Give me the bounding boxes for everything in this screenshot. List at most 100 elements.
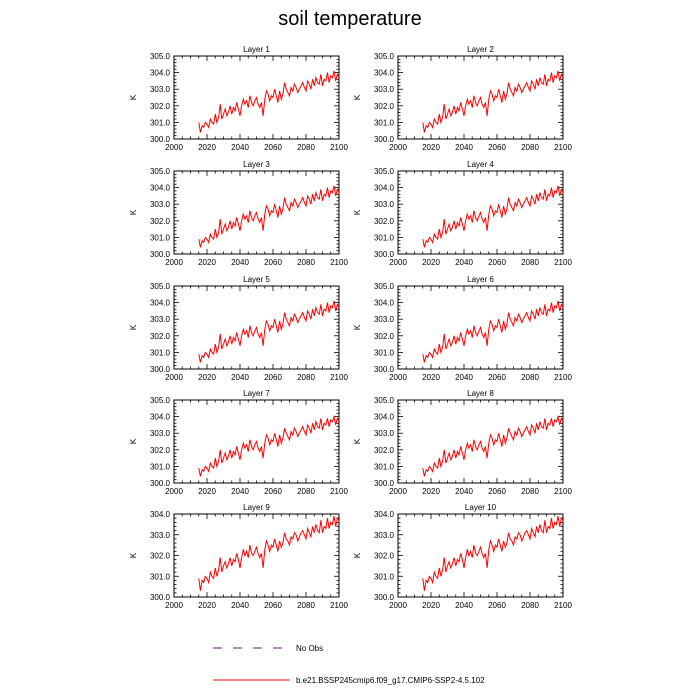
x-tick-label: 2000 — [389, 143, 407, 152]
x-tick-label: 2040 — [455, 258, 473, 267]
y-tick-label: 302.0 — [374, 552, 395, 561]
panel-7: Layer 7 2000 2020 2040 2060 2080 2100 300.0 301.… — [129, 389, 348, 496]
x-tick-label: 2040 — [231, 601, 249, 610]
x-tick-label: 2000 — [389, 373, 407, 382]
y-tick-label: 300.0 — [150, 250, 171, 259]
x-tick-label: 2000 — [165, 373, 183, 382]
y-tick-label: 302.0 — [150, 332, 171, 341]
x-tick-label: 2080 — [521, 258, 539, 267]
y-tick-label: 303.0 — [374, 531, 395, 540]
series-line — [198, 414, 340, 477]
panel-title: Layer 6 — [467, 275, 494, 284]
y-tick-label: 300.0 — [374, 135, 395, 144]
y-tick-label: 304.0 — [150, 69, 171, 78]
x-tick-label: 2080 — [521, 601, 539, 610]
x-tick-label: 2080 — [521, 373, 539, 382]
y-tick-label: 303.0 — [374, 200, 395, 209]
y-tick-label: 302.0 — [374, 332, 395, 341]
panel-3: Layer 3 2000 2020 2040 2060 2080 2100 300.0 301.… — [129, 160, 348, 267]
y-tick-label: 302.0 — [150, 102, 171, 111]
panel-6: Layer 6 2000 2020 2040 2060 2080 2100 300.0 301.… — [353, 275, 572, 382]
series-line — [198, 516, 340, 591]
x-tick-label: 2100 — [554, 487, 572, 496]
y-tick-label: 300.0 — [374, 250, 395, 259]
x-tick-label: 2040 — [231, 143, 249, 152]
y-tick-label: 300.0 — [374, 593, 395, 602]
y-tick-label: 303.0 — [374, 315, 395, 324]
y-tick-label: 300.0 — [374, 365, 395, 374]
x-tick-label: 2020 — [422, 373, 440, 382]
panel-4: Layer 4 2000 2020 2040 2060 2080 2100 300.0 301.… — [353, 160, 572, 267]
y-axis-label: K — [353, 324, 362, 330]
y-tick-label: 301.0 — [150, 233, 171, 242]
y-tick-label: 304.0 — [150, 299, 171, 308]
x-tick-label: 2000 — [389, 487, 407, 496]
y-tick-label: 304.0 — [374, 413, 395, 422]
x-tick-label: 2060 — [488, 143, 506, 152]
y-tick-label: 300.0 — [150, 479, 171, 488]
y-tick-label: 301.0 — [374, 118, 395, 127]
x-tick-label: 2040 — [455, 487, 473, 496]
panel-title: Layer 5 — [243, 275, 270, 284]
y-tick-label: 301.0 — [374, 233, 395, 242]
y-tick-label: 304.0 — [150, 184, 171, 193]
panel-2: Layer 2 2000 2020 2040 2060 2080 2100 300.0 301.… — [353, 45, 572, 152]
y-tick-label: 305.0 — [374, 282, 395, 291]
panel-title: Layer 7 — [243, 389, 270, 398]
x-tick-label: 2040 — [231, 487, 249, 496]
panel-5: Layer 5 2000 2020 2040 2060 2080 2100 300.0 301.… — [129, 275, 348, 382]
x-tick-label: 2080 — [297, 601, 315, 610]
x-tick-label: 2100 — [554, 143, 572, 152]
x-tick-label: 2060 — [264, 143, 282, 152]
x-tick-label: 2020 — [422, 258, 440, 267]
y-tick-label: 301.0 — [150, 572, 171, 581]
x-tick-label: 2060 — [264, 601, 282, 610]
y-tick-label: 303.0 — [150, 315, 171, 324]
x-tick-label: 2040 — [455, 601, 473, 610]
y-tick-label: 305.0 — [374, 396, 395, 405]
y-tick-label: 301.0 — [374, 462, 395, 471]
y-tick-label: 305.0 — [150, 282, 171, 291]
x-tick-label: 2100 — [330, 601, 348, 610]
y-tick-label: 302.0 — [150, 446, 171, 455]
x-tick-label: 2060 — [488, 601, 506, 610]
x-tick-label: 2020 — [422, 601, 440, 610]
y-axis-label: K — [353, 438, 362, 444]
x-tick-label: 2100 — [554, 601, 572, 610]
series-line — [422, 185, 564, 248]
y-tick-label: 304.0 — [374, 299, 395, 308]
y-tick-label: 305.0 — [374, 167, 395, 176]
x-tick-label: 2100 — [330, 258, 348, 267]
x-tick-label: 2040 — [455, 143, 473, 152]
x-tick-label: 2000 — [165, 601, 183, 610]
x-tick-label: 2020 — [198, 601, 216, 610]
panel-title: Layer 3 — [243, 160, 270, 169]
y-tick-label: 305.0 — [374, 52, 395, 61]
x-tick-label: 2040 — [455, 373, 473, 382]
y-tick-label: 301.0 — [150, 118, 171, 127]
y-tick-label: 303.0 — [150, 531, 171, 540]
series-line — [422, 516, 564, 591]
panel-title: Layer 1 — [243, 45, 270, 54]
x-tick-label: 2080 — [521, 143, 539, 152]
y-tick-label: 303.0 — [150, 85, 171, 94]
y-axis-label: K — [353, 94, 362, 100]
panel-title: Layer 9 — [243, 503, 270, 512]
y-axis-label: K — [129, 209, 138, 215]
y-tick-label: 301.0 — [374, 348, 395, 357]
y-tick-label: 304.0 — [374, 69, 395, 78]
x-tick-label: 2020 — [198, 487, 216, 496]
panel-title: Layer 10 — [465, 503, 497, 512]
y-axis-label: K — [129, 552, 138, 558]
y-tick-label: 300.0 — [150, 365, 171, 374]
series-line — [198, 185, 340, 248]
y-tick-label: 303.0 — [150, 429, 171, 438]
series-line — [422, 70, 564, 133]
x-tick-label: 2060 — [264, 373, 282, 382]
x-tick-label: 2020 — [422, 487, 440, 496]
x-tick-label: 2000 — [165, 258, 183, 267]
x-tick-label: 2020 — [422, 143, 440, 152]
panel-title: Layer 4 — [467, 160, 494, 169]
